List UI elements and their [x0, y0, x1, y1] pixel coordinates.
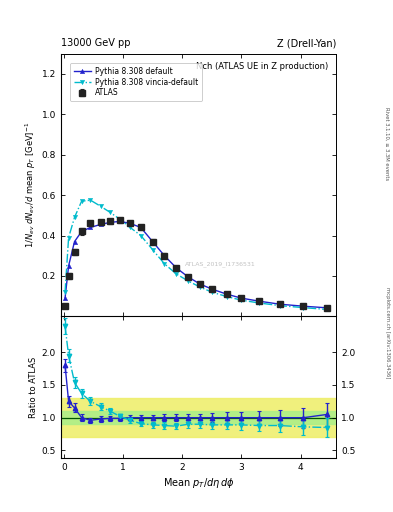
Text: 13000 GeV pp: 13000 GeV pp [61, 38, 130, 48]
Bar [61, 411, 336, 424]
Text: Rivet 3.1.10, ≥ 3.3M events: Rivet 3.1.10, ≥ 3.3M events [385, 106, 389, 180]
Y-axis label: Ratio to ATLAS: Ratio to ATLAS [29, 357, 37, 418]
Text: Nch (ATLAS UE in Z production): Nch (ATLAS UE in Z production) [195, 61, 328, 71]
Text: mcplots.cern.ch [arXiv:1306.3436]: mcplots.cern.ch [arXiv:1306.3436] [385, 287, 389, 378]
X-axis label: Mean $p_T/d\eta\,d\phi$: Mean $p_T/d\eta\,d\phi$ [163, 476, 234, 490]
Y-axis label: $1/N_{ev}$ $dN_{ev}/d$ mean $p_T$ [GeV]$^{-1}$: $1/N_{ev}$ $dN_{ev}/d$ mean $p_T$ [GeV]$… [23, 122, 37, 248]
Bar [61, 398, 336, 437]
Legend: Pythia 8.308 default, Pythia 8.308 vincia-default, ATLAS: Pythia 8.308 default, Pythia 8.308 vinci… [70, 63, 202, 101]
Text: ATLAS_2019_I1736531: ATLAS_2019_I1736531 [185, 261, 256, 267]
Text: Z (Drell-Yan): Z (Drell-Yan) [277, 38, 336, 48]
